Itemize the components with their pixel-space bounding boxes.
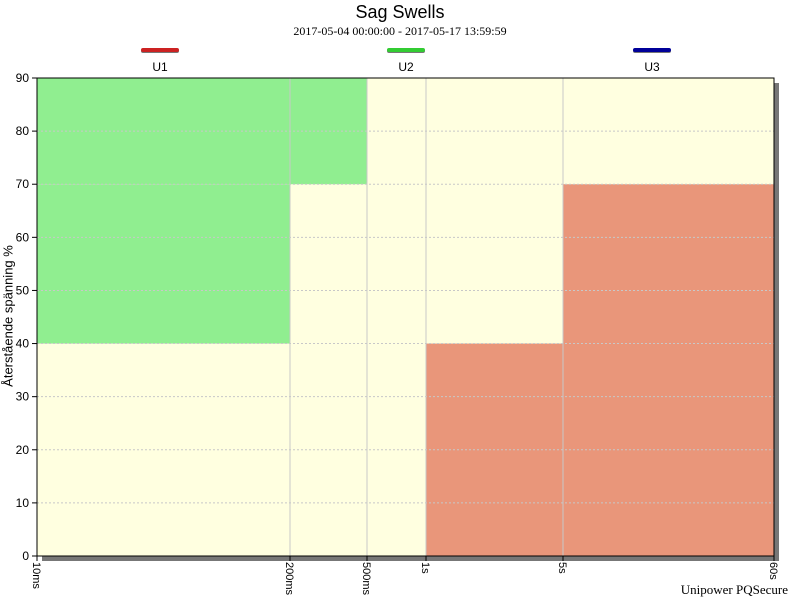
y-tick-label: 40: [16, 337, 30, 351]
region-4: [563, 184, 774, 556]
y-tick-label: 60: [16, 230, 30, 244]
legend-label-u1: U1: [152, 60, 168, 74]
region-2: [37, 184, 290, 344]
footer-brand: Unipower PQSecure: [680, 582, 788, 597]
y-tick-label: 0: [22, 549, 29, 563]
x-tick-label: 10ms: [30, 562, 42, 589]
legend-label-u2: U2: [398, 60, 414, 74]
legend-line-u1: [141, 48, 179, 52]
y-tick-label: 80: [16, 124, 30, 138]
x-tick-label: 5s: [556, 562, 568, 574]
y-tick-label: 90: [16, 71, 30, 85]
legend-item-u1[interactable]: U1: [130, 48, 190, 74]
legend-item-u2[interactable]: U2: [376, 48, 436, 74]
y-tick-label: 30: [16, 390, 30, 404]
y-tick-label: 20: [16, 443, 30, 457]
y-tick-label: 10: [16, 496, 30, 510]
legend-line-u3: [633, 48, 671, 52]
chart-subtitle: 2017-05-04 00:00:00 - 2017-05-17 13:59:5…: [293, 24, 507, 38]
x-tick-label: 500ms: [360, 562, 372, 596]
y-tick-label: 50: [16, 283, 30, 297]
legend-line-u2: [387, 48, 425, 52]
plot-border: [36, 77, 775, 557]
x-tick-label: 1s: [419, 562, 431, 574]
chart-title: Sag Swells: [355, 2, 445, 22]
x-tick-label: 60s: [767, 562, 779, 580]
y-tick-label: 70: [16, 177, 30, 191]
legend-item-u3[interactable]: U3: [622, 48, 682, 74]
legend-label-u3: U3: [644, 60, 660, 74]
x-tick-label: 200ms: [283, 562, 295, 596]
